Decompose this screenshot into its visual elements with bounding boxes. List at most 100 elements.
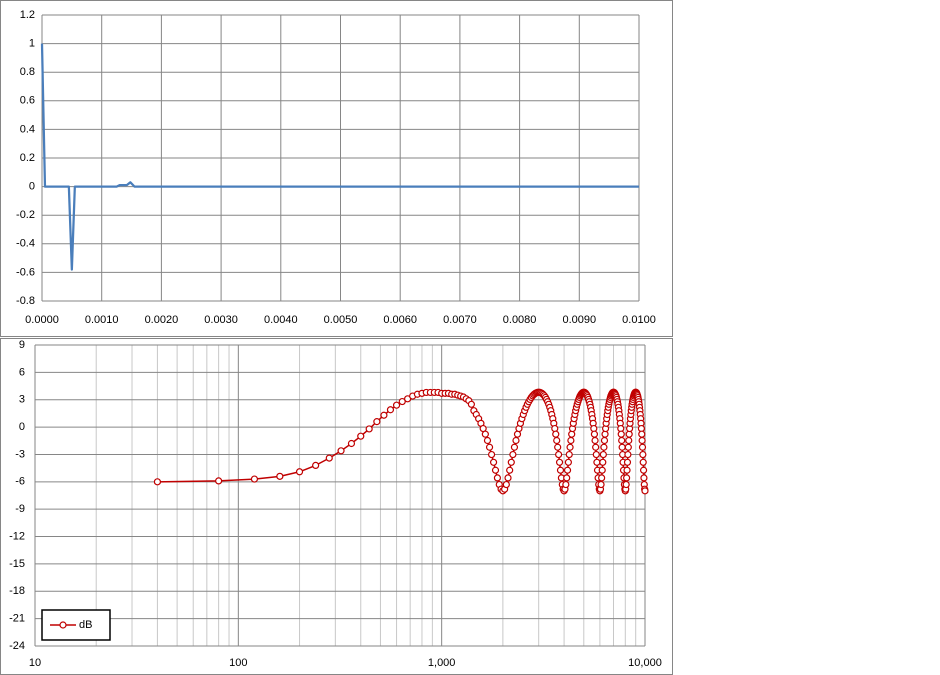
data-point <box>493 474 502 482</box>
data-point <box>638 443 647 451</box>
data-point <box>513 430 522 438</box>
data-point <box>398 397 406 406</box>
data-point <box>638 436 646 445</box>
x-tick-label: 0.0060 <box>383 314 417 326</box>
data-point <box>554 443 562 451</box>
y-tick-label: -0.8 <box>16 295 35 307</box>
data-point <box>347 439 356 448</box>
x-tick-label: 0.0020 <box>145 314 179 326</box>
y-tick-label: 0.8 <box>20 66 35 78</box>
x-tick-label: 0.0080 <box>503 314 537 326</box>
data-point <box>618 436 626 445</box>
legend-label: dB <box>79 619 92 631</box>
data-point <box>357 432 365 440</box>
data-point <box>566 443 574 451</box>
data-point <box>599 458 607 466</box>
data-point <box>568 430 576 438</box>
y-tick-label: -0.4 <box>16 238 35 250</box>
x-tick-label: 10 <box>29 657 41 669</box>
data-point <box>592 443 600 451</box>
x-tick-label: 0.0090 <box>562 314 596 326</box>
data-point <box>600 436 609 445</box>
data-point <box>506 466 514 474</box>
data-point <box>509 450 517 459</box>
data-point <box>624 450 632 459</box>
y-tick-label: -3 <box>15 448 25 460</box>
data-point <box>639 450 647 459</box>
data-point <box>392 401 401 409</box>
x-tick-label: 0.0040 <box>264 314 298 326</box>
data-point <box>337 447 345 455</box>
y-tick-label: -21 <box>9 613 25 625</box>
data-point <box>624 443 632 451</box>
data-point <box>373 418 381 426</box>
y-tick-label: 0 <box>19 421 25 433</box>
y-tick-label: -0.2 <box>16 209 35 221</box>
data-point <box>489 458 498 466</box>
data-point <box>567 436 575 445</box>
data-point <box>623 458 632 466</box>
data-point <box>622 480 630 489</box>
x-tick-label: 10,000 <box>628 657 662 669</box>
data-point <box>481 430 489 438</box>
y-tick-label: 0.6 <box>20 95 35 107</box>
data-point <box>467 400 475 408</box>
data-point <box>485 443 494 451</box>
top-chart-panel <box>0 0 673 337</box>
data-point <box>555 450 563 459</box>
data-point <box>590 430 599 438</box>
y-tick-label: 6 <box>19 366 25 378</box>
data-point <box>250 475 259 483</box>
data-point <box>512 436 520 445</box>
data-point <box>563 474 571 482</box>
data-point <box>598 474 606 482</box>
data-point <box>483 436 492 445</box>
data-point <box>276 472 284 480</box>
data-point <box>153 478 162 486</box>
data-point <box>562 480 570 489</box>
y-tick-label: -6 <box>15 476 25 488</box>
data-point <box>623 474 631 482</box>
data-point <box>556 466 565 474</box>
data-point <box>617 430 625 438</box>
y-tick-label: -15 <box>9 558 25 570</box>
x-tick-label: 0.0030 <box>204 314 238 326</box>
x-tick-label: 0.0100 <box>622 314 656 326</box>
x-tick-label: 0.0050 <box>324 314 358 326</box>
data-point <box>504 474 512 482</box>
data-point <box>598 466 606 474</box>
y-tick-label: -12 <box>9 530 25 542</box>
data-point <box>590 424 598 433</box>
x-tick-label: 0.0070 <box>443 314 477 326</box>
data-point <box>640 474 648 482</box>
y-tick-label: -0.6 <box>16 266 35 278</box>
data-point <box>639 458 647 466</box>
data-point <box>623 466 631 474</box>
y-tick-label: 0.2 <box>20 152 35 164</box>
data-point <box>564 458 572 466</box>
y-tick-label: 0.4 <box>20 123 35 135</box>
data-point <box>215 477 223 485</box>
data-point <box>502 480 510 489</box>
data-point <box>638 430 646 438</box>
data-point <box>641 487 649 495</box>
data-point <box>510 443 519 451</box>
data-point <box>593 458 601 466</box>
y-tick-label: -24 <box>9 640 25 652</box>
data-point <box>487 450 496 459</box>
data-point <box>507 458 515 466</box>
x-tick-label: 0.0010 <box>85 314 119 326</box>
data-point <box>591 436 599 445</box>
data-point <box>565 450 573 459</box>
data-point <box>592 450 600 459</box>
data-point <box>639 466 648 474</box>
data-point <box>599 450 607 459</box>
data-point <box>600 443 608 451</box>
data-point <box>555 458 564 466</box>
x-tick-label: 1,000 <box>428 657 456 669</box>
data-point <box>491 466 500 474</box>
data-point <box>295 468 304 476</box>
y-tick-label: 1 <box>29 38 35 50</box>
y-tick-label: -18 <box>9 585 25 597</box>
